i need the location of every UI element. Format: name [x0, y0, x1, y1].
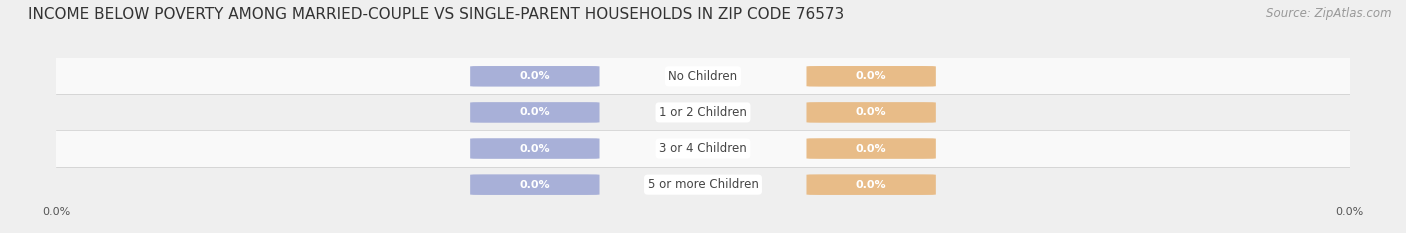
Text: Source: ZipAtlas.com: Source: ZipAtlas.com — [1267, 7, 1392, 20]
FancyBboxPatch shape — [470, 138, 599, 159]
Bar — [56, 130, 1350, 167]
Text: 1 or 2 Children: 1 or 2 Children — [659, 106, 747, 119]
Text: INCOME BELOW POVERTY AMONG MARRIED-COUPLE VS SINGLE-PARENT HOUSEHOLDS IN ZIP COD: INCOME BELOW POVERTY AMONG MARRIED-COUPL… — [28, 7, 845, 22]
Text: 0.0%: 0.0% — [520, 144, 550, 154]
FancyBboxPatch shape — [807, 138, 936, 159]
Bar — [56, 167, 1350, 203]
FancyBboxPatch shape — [470, 66, 599, 87]
Text: 0.0%: 0.0% — [520, 107, 550, 117]
Bar — [56, 58, 1350, 94]
Text: 0.0%: 0.0% — [856, 71, 886, 81]
Text: 0.0%: 0.0% — [520, 180, 550, 190]
FancyBboxPatch shape — [470, 102, 599, 123]
FancyBboxPatch shape — [807, 66, 936, 87]
FancyBboxPatch shape — [470, 174, 599, 195]
Text: 0.0%: 0.0% — [520, 71, 550, 81]
FancyBboxPatch shape — [807, 102, 936, 123]
Bar — [56, 94, 1350, 130]
FancyBboxPatch shape — [807, 174, 936, 195]
Text: No Children: No Children — [668, 70, 738, 83]
Text: 0.0%: 0.0% — [856, 107, 886, 117]
Text: 0.0%: 0.0% — [856, 144, 886, 154]
Text: 0.0%: 0.0% — [856, 180, 886, 190]
Text: 5 or more Children: 5 or more Children — [648, 178, 758, 191]
Text: 3 or 4 Children: 3 or 4 Children — [659, 142, 747, 155]
